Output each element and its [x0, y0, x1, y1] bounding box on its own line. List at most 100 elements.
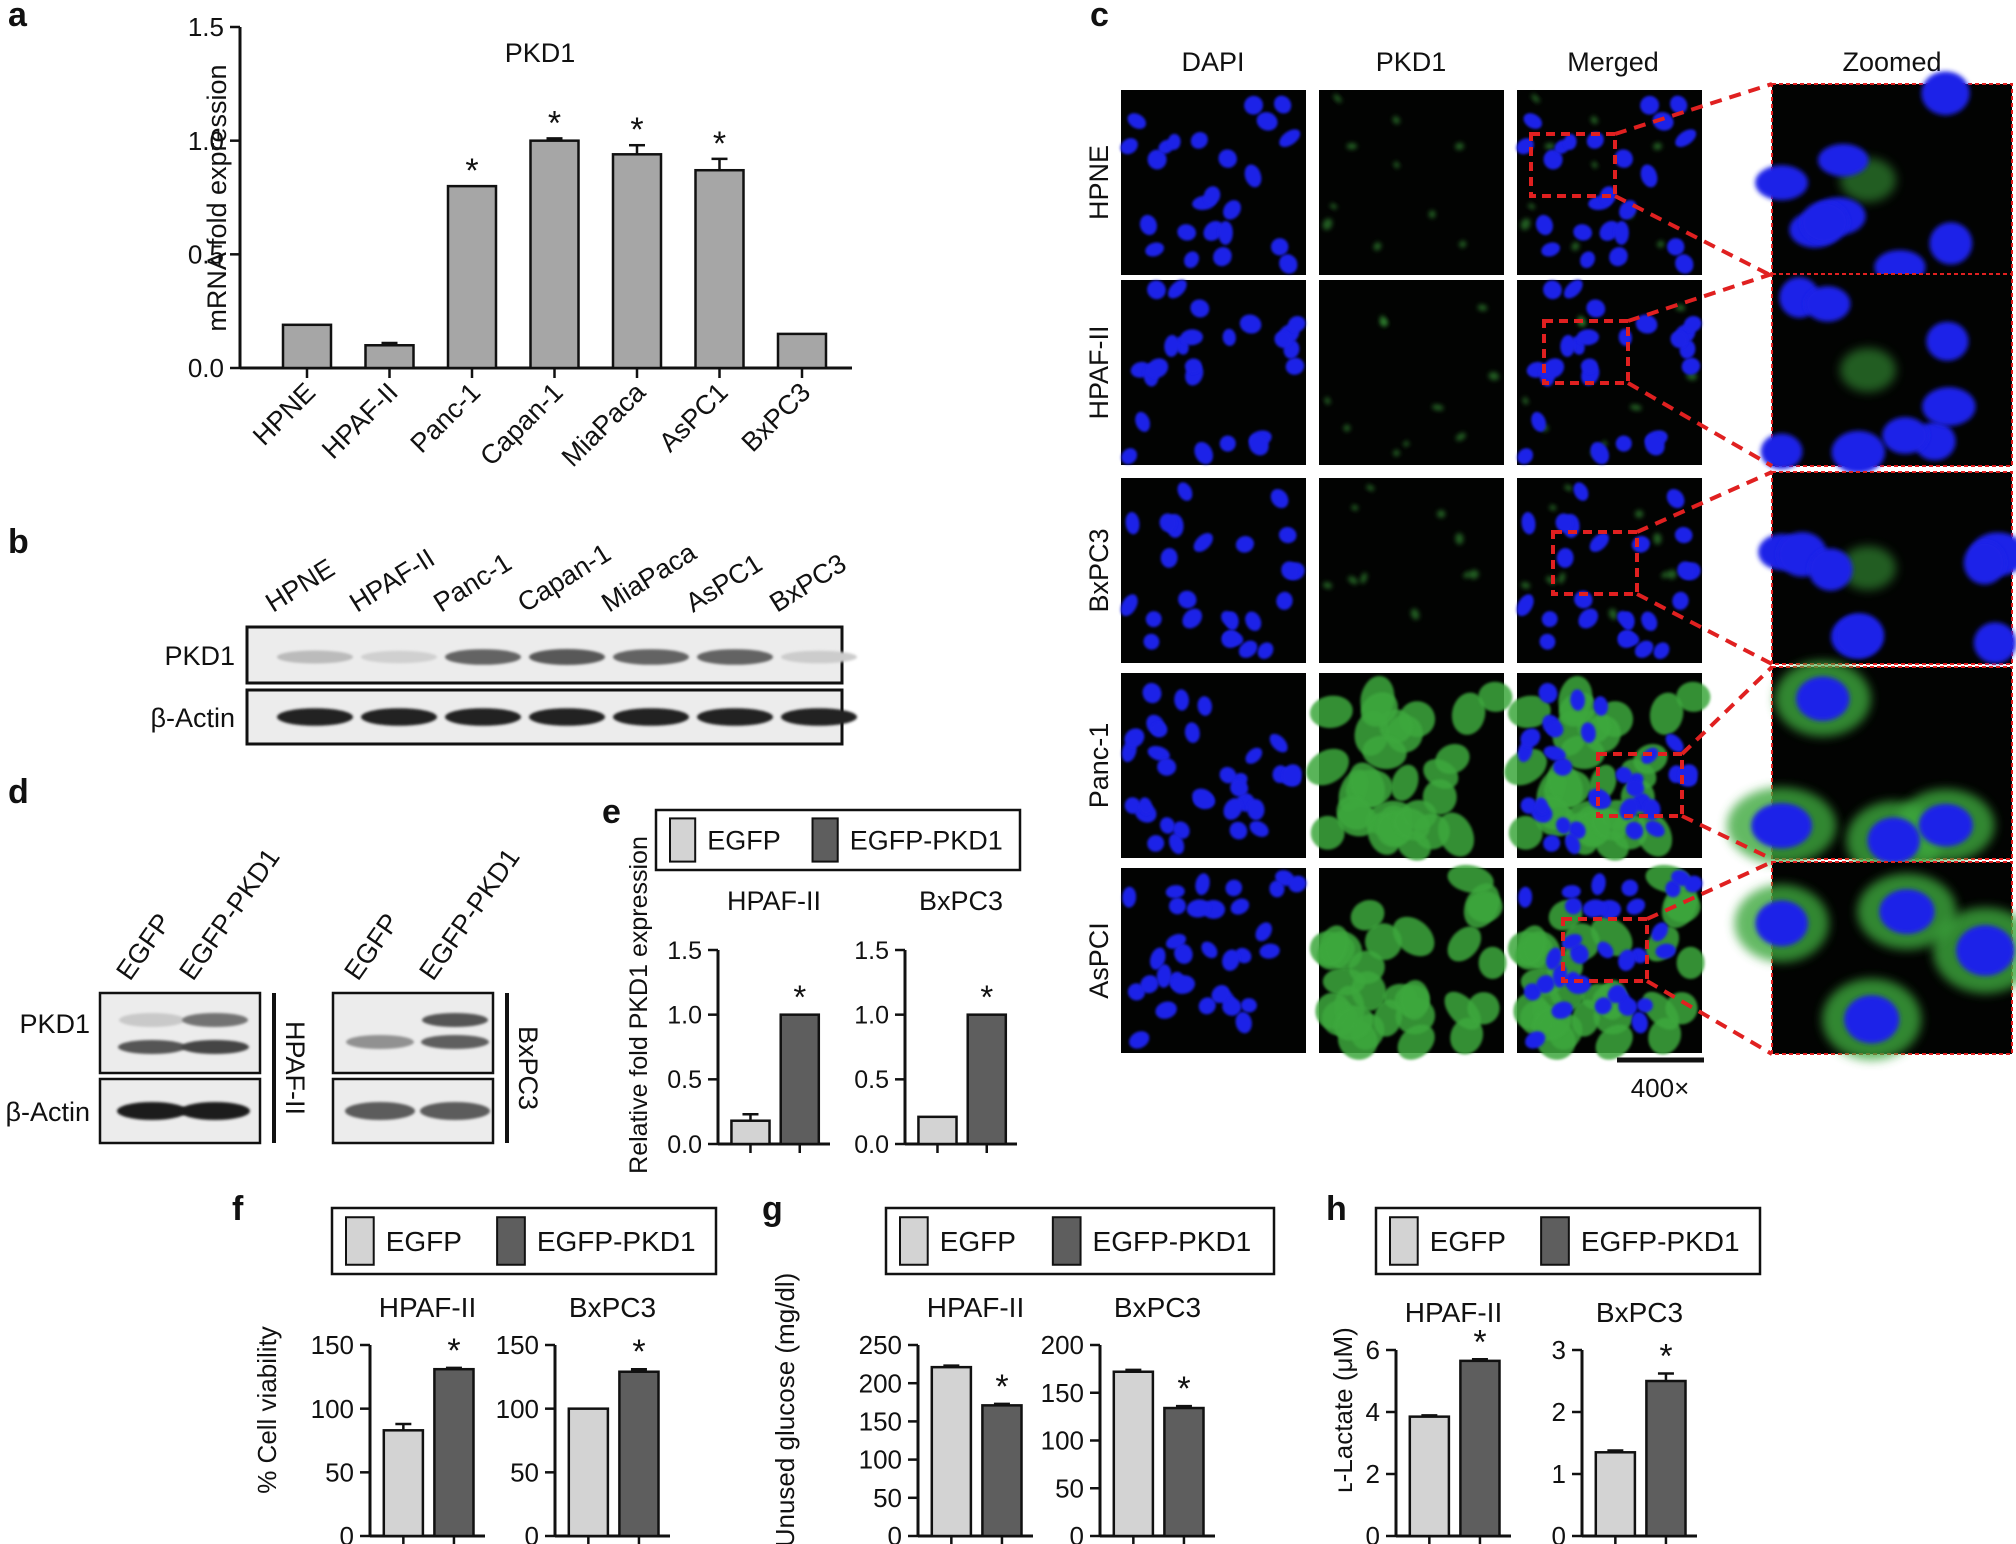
group-title: HPAF-II [927, 1292, 1024, 1323]
nucleus [1287, 315, 1306, 333]
nucleus [1256, 112, 1278, 131]
nucleus [1223, 798, 1243, 820]
bar-BxPC3-EGFP-PKD1 [1163, 1406, 1205, 1538]
nucleus [1285, 357, 1305, 375]
nucleus [1145, 242, 1164, 257]
significance-marker: * [995, 1368, 1008, 1406]
nucleus [1184, 722, 1200, 743]
nucleus [1248, 434, 1269, 456]
panel-label-a: a [8, 0, 28, 34]
nucleus [1929, 222, 1973, 265]
cytoplasm-signal [1522, 397, 1529, 405]
cytoplasm-signal [1410, 608, 1420, 620]
cytoplasm-signal [1676, 946, 1705, 980]
nucleus [1238, 640, 1258, 658]
nucleus [1218, 220, 1233, 245]
nucleus [1561, 885, 1581, 899]
nucleus [1151, 722, 1168, 738]
nucleus [1219, 435, 1236, 452]
nucleus [1178, 590, 1197, 609]
cytoplasm-signal [1451, 692, 1486, 735]
bar-BxPC3-EGFP-PKD1 [966, 1013, 1008, 1146]
band [697, 649, 773, 665]
row-label: HPNE [1084, 145, 1114, 220]
nucleus [1636, 998, 1653, 1013]
nucleus [1755, 900, 1808, 947]
nucleus [1269, 880, 1285, 898]
nucleus [1626, 898, 1646, 915]
nucleus [1165, 933, 1187, 949]
lane-label-BxPC3: BxPC3 [764, 548, 851, 618]
nucleus [1553, 758, 1573, 776]
bar-HPAF-II-EGFP [382, 1429, 425, 1538]
nucleus [1147, 745, 1170, 761]
nucleus [1564, 897, 1582, 915]
cytoplasm-signal [1360, 692, 1398, 727]
significance-marker: * [713, 125, 726, 163]
cytoplasm-signal [1595, 1024, 1633, 1060]
nucleus [1556, 548, 1574, 568]
cytoplasm-signal [1591, 161, 1598, 169]
lane-label-Panc-1: Panc-1 [428, 547, 516, 618]
cytoplasm-signal [1459, 240, 1467, 248]
nucleus [1800, 201, 1849, 244]
nucleus [1259, 943, 1280, 959]
cytoplasm-signal [1675, 304, 1686, 311]
nucleus [1203, 186, 1221, 205]
nucleus [1672, 591, 1689, 610]
nucleus [1197, 696, 1212, 716]
nucleus [1127, 113, 1147, 129]
cytoplasm-signal [1517, 925, 1547, 966]
nucleus [1157, 758, 1177, 776]
zoom-connector [1614, 82, 1773, 136]
nucleus [1160, 548, 1178, 568]
y-tick-label: 0 [888, 1521, 902, 1544]
nucleus [1619, 200, 1637, 220]
nucleus [1146, 358, 1169, 379]
cytoplasm-signal [1661, 571, 1668, 579]
y-tick-label: 1.5 [188, 12, 224, 42]
panel-label-b: b [8, 523, 29, 561]
nucleus [1545, 947, 1562, 970]
band [346, 1035, 414, 1049]
group-title: HPAF-II [379, 1292, 476, 1323]
legend-label: EGFP-PKD1 [850, 826, 1003, 856]
nucleus [1245, 611, 1262, 631]
y-tick-label: 1 [1552, 1459, 1566, 1489]
nucleus [1177, 482, 1193, 501]
cytoplasm-signal [1447, 864, 1494, 894]
nucleus [1591, 873, 1606, 896]
nucleus [1617, 630, 1636, 648]
column-header-merged: Merged [1567, 47, 1659, 77]
nucleus [1644, 434, 1665, 456]
nucleus [1555, 817, 1571, 834]
nucleus [1580, 251, 1595, 268]
nucleus [1239, 314, 1262, 334]
cytoplasm-signal [1349, 762, 1386, 808]
nucleus [1681, 357, 1701, 375]
nucleus [1543, 835, 1561, 852]
cytoplasm-signal [1347, 576, 1358, 585]
nucleus [1918, 803, 1973, 847]
cytoplasm-signal [1322, 218, 1333, 230]
nucleus [1155, 1001, 1177, 1019]
cytoplasm-signal [1319, 925, 1349, 966]
nucleus [1145, 611, 1162, 628]
significance-marker: * [447, 1332, 460, 1370]
nucleus [1963, 541, 2006, 585]
y-tick-label: 50 [510, 1457, 539, 1487]
nucleus [1593, 696, 1608, 716]
nucleus [1190, 132, 1208, 149]
nucleus [1542, 358, 1565, 379]
column-header-zoomed: Zoomed [1842, 47, 1941, 77]
nucleus [1541, 611, 1558, 628]
nucleus [1626, 779, 1645, 797]
cytoplasm-signal [1531, 94, 1540, 103]
nucleus [1164, 334, 1180, 357]
y-tick-label: 0 [340, 1521, 354, 1544]
nucleus [1125, 512, 1140, 535]
nucleus [1139, 214, 1157, 236]
nucleus [1641, 611, 1658, 631]
panel-label-c: c [1090, 0, 1109, 34]
micrograph-dapi [1121, 673, 1306, 858]
